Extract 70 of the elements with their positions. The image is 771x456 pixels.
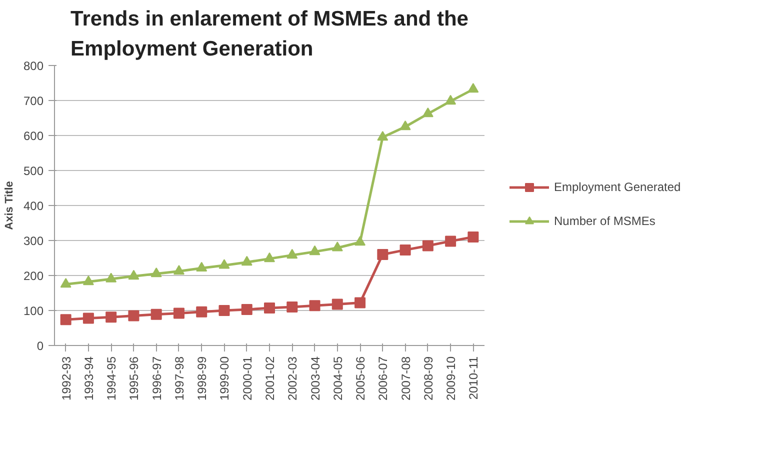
chart-title: Trends in enlarement of MSMEs and the Employment Generation: [70, 8, 468, 60]
point: [286, 248, 298, 259]
x-tick-label: 2006-07: [376, 356, 390, 401]
y-tick-label: 800: [23, 59, 44, 73]
point: [332, 298, 343, 310]
point: [218, 259, 230, 269]
x-tick-label: 2005-06: [354, 356, 368, 401]
point: [445, 236, 456, 247]
y-tick-label: 500: [23, 164, 44, 178]
x-tick-label: 1998-99: [195, 356, 210, 401]
point: [422, 240, 434, 252]
point: [377, 249, 388, 260]
point: [106, 312, 117, 323]
point: [468, 232, 479, 242]
y-tick-label: 400: [23, 199, 44, 213]
point: [422, 108, 434, 118]
x-tick-label: 2010-11: [466, 356, 481, 400]
point: [354, 297, 366, 308]
x-tick-label: 2008-09: [421, 356, 436, 401]
y-tick-label: 600: [23, 129, 44, 143]
x-tick-label: 2003-04: [308, 356, 322, 401]
legend-label: Employment Generated: [554, 180, 681, 194]
y-tick-label: 100: [23, 304, 44, 318]
point: [400, 120, 411, 130]
point: [218, 305, 230, 316]
point: [82, 312, 94, 324]
point: [286, 302, 298, 312]
point: [128, 270, 140, 280]
point: [400, 244, 411, 256]
x-tick-label: 1999-00: [218, 356, 232, 401]
point: [128, 310, 140, 322]
x-tick-label: 1992-93: [59, 356, 74, 401]
y-tick-label: 300: [23, 234, 44, 248]
point: [445, 94, 456, 105]
x-tick-label: 2004-05: [330, 356, 345, 401]
x-tick-label: 2007-08: [398, 356, 413, 401]
point: [264, 302, 275, 314]
point: [354, 236, 366, 246]
point: [241, 256, 252, 266]
y-tick-label: 0: [36, 339, 44, 353]
x-tick-label: 1995-96: [127, 356, 142, 401]
x-tick-label: 2002-03: [286, 356, 300, 401]
point: [196, 262, 208, 272]
point: [241, 304, 252, 315]
point: [173, 265, 184, 275]
point: [468, 83, 479, 93]
point: [264, 252, 275, 262]
y-tick-label: 200: [23, 269, 44, 283]
point: [309, 245, 320, 256]
point: [332, 242, 343, 252]
point: [106, 272, 117, 282]
point: [82, 276, 94, 286]
x-tick-label: 2001-02: [263, 356, 277, 401]
legend-label: Number of MSMEs: [554, 214, 656, 228]
point: [150, 267, 162, 278]
point: [173, 308, 184, 319]
point: [309, 300, 320, 312]
point: [377, 130, 388, 141]
x-tick-label: 2000-01: [240, 356, 254, 401]
x-tick-label: 1996-97: [150, 356, 164, 401]
point: [150, 308, 162, 320]
y-tick-label: 700: [23, 94, 44, 108]
x-tick-label: 1993-94: [82, 356, 96, 401]
x-tick-label: 1997-98: [172, 356, 186, 401]
point: [60, 278, 72, 288]
y-axis-title: Axis Title: [3, 181, 16, 230]
x-tick-label: 1994-95: [104, 356, 119, 401]
x-tick-label: 2009-10: [444, 356, 458, 401]
point: [60, 314, 72, 326]
point: [196, 306, 208, 318]
